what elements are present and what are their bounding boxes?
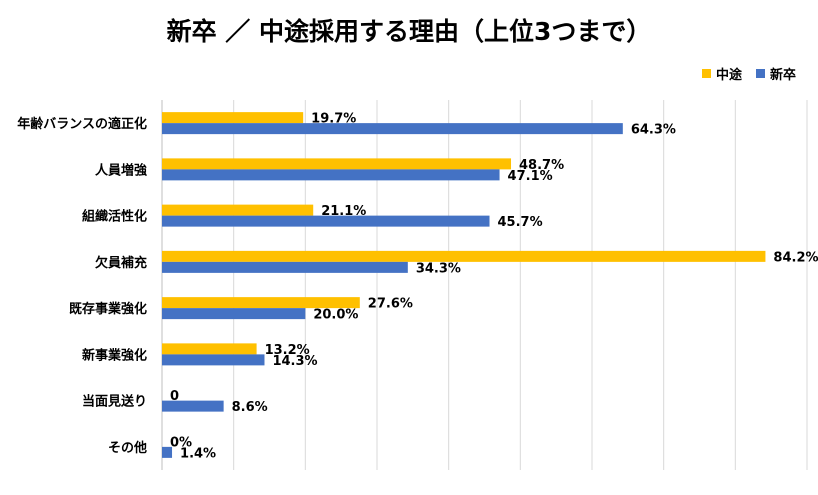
data-label: 0% (170, 435, 192, 450)
bar (162, 250, 766, 262)
category-label: 年齢バランスの適正化 (17, 116, 147, 132)
bar (162, 354, 265, 366)
category-label: 既存事業強化 (69, 301, 147, 317)
legend-item-shinsotsu: 新卒 (755, 64, 796, 83)
data-label: 48.7% (519, 158, 564, 173)
bar (162, 446, 173, 458)
data-label: 1.4% (180, 446, 216, 461)
legend-swatch-shinsotsu (755, 69, 765, 78)
category-label: 組織活性化 (82, 209, 147, 225)
bar (162, 261, 408, 273)
bar (162, 297, 360, 309)
data-label: 27.6% (368, 297, 413, 312)
bar (162, 215, 490, 227)
data-label: 34.3% (416, 261, 461, 276)
bar (162, 343, 257, 355)
data-label: 21.1% (321, 204, 366, 219)
category-label: 新事業強化 (82, 347, 147, 363)
legend-swatch-chuto (701, 69, 711, 78)
bar (162, 400, 224, 412)
bar (162, 308, 306, 320)
legend-item-chuto: 中途 (701, 64, 742, 83)
legend: 中途 新卒 (701, 64, 796, 83)
chart-title: 新卒 ／ 中途採用する理由（上位3つまで） (166, 17, 652, 46)
data-label: 20.0% (313, 308, 358, 323)
category-label: その他 (108, 440, 147, 456)
bar (162, 123, 623, 135)
data-label: 19.7% (311, 112, 356, 127)
data-label: 13.2% (265, 343, 310, 358)
data-label: 14.3% (272, 354, 317, 369)
bar (162, 158, 512, 170)
data-label: 64.3% (631, 123, 676, 138)
data-label: 47.1% (508, 169, 553, 184)
bar (162, 169, 500, 181)
bar (162, 204, 314, 216)
legend-label-chuto: 中途 (715, 68, 742, 83)
category-label: 当面見送り (82, 394, 147, 410)
data-label: 0 (170, 389, 179, 404)
category-label: 欠員補充 (95, 255, 147, 271)
data-label: 8.6% (232, 400, 268, 415)
data-label: 45.7% (498, 215, 543, 230)
bar (162, 112, 304, 124)
data-label: 84.2% (773, 250, 818, 265)
category-label: 人員増強 (95, 162, 147, 178)
legend-label-shinsotsu: 新卒 (769, 68, 796, 83)
